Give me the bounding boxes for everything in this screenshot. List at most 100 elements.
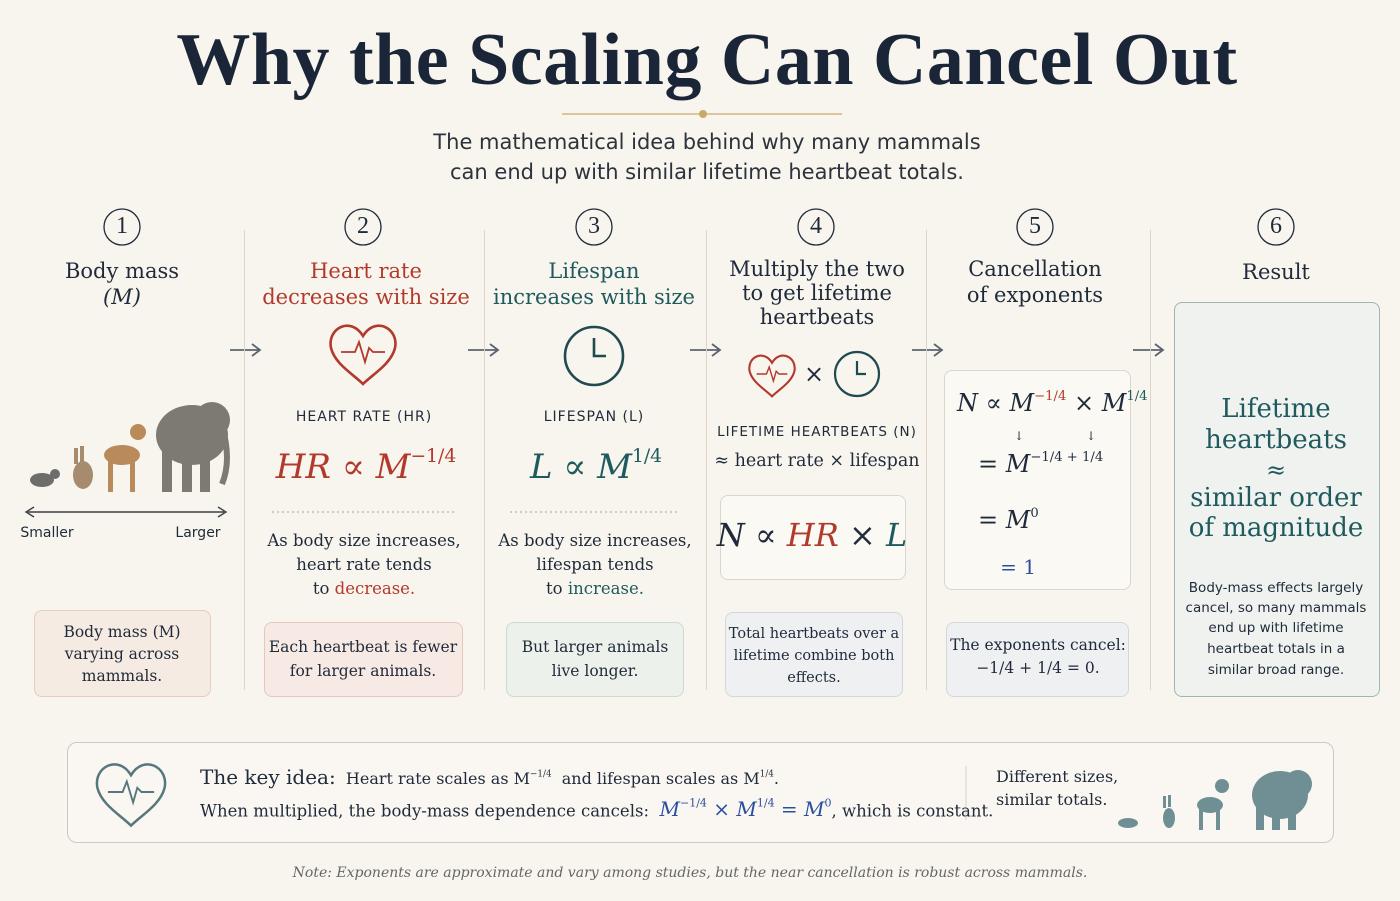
divider xyxy=(244,230,245,690)
formula-exponent: 1/4 xyxy=(631,446,663,467)
note: But larger animals xyxy=(521,638,669,656)
subtitle: can end up with similar lifetime heartbe… xyxy=(450,160,964,184)
note-box xyxy=(725,612,903,697)
formula-part: N ∝ xyxy=(716,516,777,554)
graphic xyxy=(833,350,881,398)
note-box xyxy=(946,622,1129,697)
result-box xyxy=(1174,302,1380,697)
key-idea-box xyxy=(67,742,1334,843)
formula: N ∝ HR × L xyxy=(717,516,907,554)
graphic xyxy=(1215,779,1229,793)
graphic xyxy=(329,324,397,386)
scale-label: Larger xyxy=(175,525,221,541)
footnote: Note: Exponents are approximate and vary… xyxy=(292,865,1088,881)
graphic xyxy=(1199,808,1203,830)
graphic xyxy=(1016,208,1054,246)
note: −1/4 + 1/4 = 0. xyxy=(976,659,1100,677)
graphic xyxy=(468,343,500,357)
description: cancel, so many mammals xyxy=(1185,600,1367,616)
graphic xyxy=(756,364,788,384)
description: to increase. xyxy=(546,577,644,601)
graphic xyxy=(73,461,93,489)
exponent: 1/4 xyxy=(759,769,774,780)
graphic xyxy=(24,506,228,518)
description: heartbeat totals in a xyxy=(1207,641,1345,657)
graphic xyxy=(30,469,60,487)
formula-part: M xyxy=(659,797,680,822)
formula-part: × M xyxy=(713,797,757,822)
graphic xyxy=(1118,818,1138,828)
description: lifespan tends xyxy=(536,555,654,574)
equation-part: × M xyxy=(1074,389,1127,418)
step-title: Multiply the two xyxy=(729,257,905,281)
highlight: increase. xyxy=(567,579,644,598)
description: to xyxy=(312,579,330,598)
graphic xyxy=(563,325,625,387)
note: Each heartbeat is fewer xyxy=(268,638,458,656)
graphic xyxy=(1256,805,1264,830)
note: for larger animals. xyxy=(289,662,437,680)
equation: N ∝ M−1/4 × M1/4 xyxy=(957,389,1148,417)
note: mammals. xyxy=(81,667,163,685)
divider xyxy=(926,230,927,690)
description: heart rate tends xyxy=(296,555,432,574)
subtitle: The mathematical idea behind why many ma… xyxy=(433,130,981,154)
formula-base: HR ∝ M xyxy=(275,446,411,487)
graphic xyxy=(107,778,155,806)
step-title: (M) xyxy=(103,285,141,309)
formula: M−1/4 × M1/4 = M0 xyxy=(660,797,832,821)
graphic xyxy=(162,440,172,492)
description: end up with lifetime xyxy=(1208,620,1344,636)
formula-box xyxy=(720,495,906,580)
graphic xyxy=(95,763,167,828)
result: ≈ xyxy=(1265,456,1287,484)
step-title: Body mass xyxy=(64,259,180,283)
graphic xyxy=(1168,795,1171,807)
formula: L ∝ M1/4 xyxy=(530,446,662,487)
graphic xyxy=(1257,208,1295,246)
equation-exponent: −1/4 + 1/4 xyxy=(1030,450,1104,465)
exponent: 0 xyxy=(824,797,832,810)
graphic xyxy=(690,343,722,357)
graphic xyxy=(344,208,382,246)
equation-exponent: 1/4 xyxy=(1126,389,1148,404)
note-box xyxy=(34,610,211,697)
equation-part: N ∝ M xyxy=(957,389,1035,418)
exponent: −1/4 xyxy=(530,769,552,780)
step-title: Result xyxy=(1242,260,1310,284)
key-idea-label: The key idea: xyxy=(200,765,336,789)
graphic xyxy=(80,446,84,462)
step-title: Lifespan xyxy=(548,259,640,283)
equation-exponent: −1/4 xyxy=(1034,389,1067,404)
divider xyxy=(706,230,707,690)
graphic xyxy=(24,506,228,518)
note-box xyxy=(506,622,684,697)
equation-box xyxy=(944,370,1131,590)
quantity-label: HEART RATE (HR) xyxy=(295,409,433,425)
graphic xyxy=(50,469,60,479)
highlight: decrease. xyxy=(334,579,416,598)
divider xyxy=(1150,230,1151,690)
graphic xyxy=(797,208,835,246)
equation-result: = 1 xyxy=(1000,555,1036,579)
text: and lifespan scales as M xyxy=(561,769,760,788)
text: . xyxy=(773,769,779,788)
graphic xyxy=(130,458,135,492)
key-idea-line1: The key idea: Heart rate scales as M−1/4… xyxy=(200,765,779,789)
formula-base: L ∝ M xyxy=(529,446,632,487)
graphic xyxy=(1133,343,1165,357)
operator: × xyxy=(803,360,825,388)
formula-exponent: −1/4 xyxy=(410,446,457,467)
graphic xyxy=(329,324,397,386)
step-number: 1 xyxy=(116,213,128,239)
step-number: 4 xyxy=(810,213,822,239)
description: Body-mass effects largely xyxy=(1188,580,1364,596)
note: effects. xyxy=(787,670,841,686)
text: When multiplied, the body-mass dependenc… xyxy=(200,801,649,821)
graphic xyxy=(95,763,167,828)
key-idea-line2: When multiplied, the body-mass dependenc… xyxy=(200,797,993,821)
formula-part: HR xyxy=(786,516,839,554)
graphic xyxy=(156,402,230,492)
step-title: increases with size xyxy=(493,285,695,309)
